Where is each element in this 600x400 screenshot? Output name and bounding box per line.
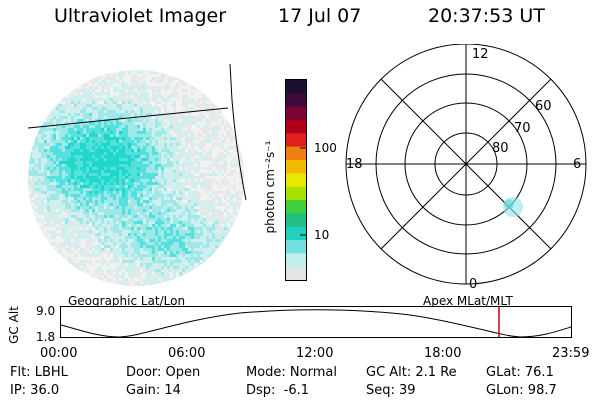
colorbar-unit-label: photon cm⁻²s⁻¹ — [263, 140, 277, 234]
colorbar-band — [286, 133, 306, 148]
filter-info: Flt: LBHL — [10, 365, 68, 380]
altitude-timeline — [60, 306, 572, 338]
gain-info: Gain: 14 — [126, 383, 181, 398]
geographic-label: Geographic Lat/Lon — [68, 294, 186, 308]
x-tick-0000: 00:00 — [40, 346, 78, 361]
colorbar-tick-10: 10 — [314, 228, 330, 242]
lat-label-70: 70 — [514, 121, 531, 136]
colorbar-band — [286, 106, 306, 121]
altitude-curve — [60, 309, 572, 338]
colorbar-band — [286, 186, 306, 201]
colorbar-band — [286, 173, 306, 188]
colorbar-band — [286, 213, 306, 228]
x-tick-2359: 23:59 — [552, 346, 590, 361]
ip-info: IP: 36.0 — [10, 383, 60, 398]
colorbar-band — [286, 253, 306, 268]
apex-label: Apex MLat/MLT — [423, 294, 513, 308]
seq-info: Seq: 39 — [366, 383, 416, 398]
mode-info: Mode: Normal — [246, 365, 337, 380]
alt-tick-1-8: 1.8 — [36, 330, 56, 344]
lat-label-60: 60 — [535, 99, 552, 114]
mlt-label-18: 18 — [346, 157, 363, 172]
gc-alt-axis-title: GC Alt — [7, 306, 21, 344]
colorbar-band — [286, 226, 306, 241]
x-tick-1200: 12:00 — [296, 346, 334, 361]
colorbar — [285, 79, 307, 281]
glat-info: GLat: 76.1 — [486, 365, 554, 380]
geo-lat-line — [27, 107, 229, 129]
date-label: 17 Jul 07 — [278, 5, 362, 27]
instrument-title: Ultraviolet Imager — [54, 5, 227, 27]
colorbar-band — [286, 240, 306, 254]
time-label: 20:37:53 UT — [428, 5, 545, 27]
colorbar-band — [286, 120, 306, 134]
colorbar-band — [286, 93, 306, 108]
colorbar-tick-100: 100 — [314, 141, 337, 155]
door-info: Door: Open — [126, 365, 201, 380]
colorbar-band — [286, 160, 306, 174]
glon-info: GLon: 98.7 — [486, 383, 557, 398]
x-tick-1800: 18:00 — [424, 346, 462, 361]
polar-plot: 12 18 6 0 60 70 80 — [345, 44, 587, 292]
colorbar-band — [286, 266, 306, 281]
mlt-label-6: 6 — [573, 157, 581, 172]
alt-tick-9: 9.0 — [36, 304, 56, 318]
colorbar-band — [286, 146, 306, 161]
gc-alt-info: GC Alt: 2.1 Re — [366, 365, 457, 380]
geographic-image — [27, 63, 247, 286]
colorbar-band — [286, 80, 306, 94]
x-tick-0600: 06:00 — [168, 346, 206, 361]
dsp-info: Dsp: -6.1 — [246, 383, 310, 398]
colorbar-band — [286, 200, 306, 214]
mlt-label-0: 0 — [469, 277, 477, 292]
geo-lon-line — [229, 63, 247, 201]
lat-label-80: 80 — [492, 141, 509, 156]
mlt-label-12: 12 — [472, 47, 489, 62]
